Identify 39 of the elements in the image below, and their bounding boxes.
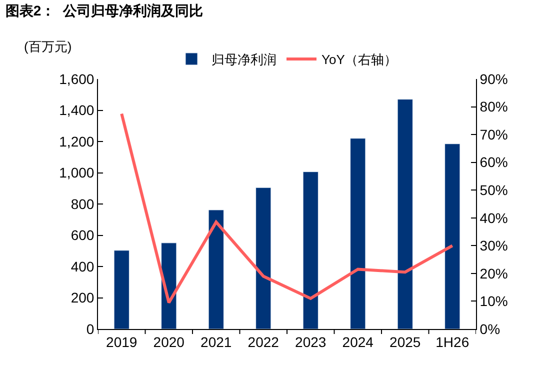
bar	[256, 187, 272, 329]
y-tick-label: 1,200	[59, 133, 94, 150]
y-tick-label: 1,400	[59, 102, 94, 118]
y-tick-label: 400	[70, 258, 94, 274]
y2-tick-label: 0%	[480, 320, 500, 337]
y2-tick-label: 40%	[480, 210, 508, 226]
y-tick-label: 1,600	[59, 70, 94, 87]
x-tick-label: 2022	[248, 334, 280, 350]
x-tick-label: 2019	[106, 334, 138, 350]
y2-tick-label: 60%	[480, 154, 508, 170]
chart-title: 图表2： 公司归母净利润及同比	[5, 2, 203, 19]
bar	[444, 144, 460, 329]
legend-label: YoY（右轴）	[322, 52, 397, 68]
legend-label: 归母净利润	[212, 52, 276, 68]
y2-tick-label: 30%	[480, 238, 508, 254]
x-tick-label: 2023	[295, 334, 326, 350]
y-tick-label: 600	[70, 227, 94, 244]
y-tick-label: 800	[70, 196, 94, 212]
x-tick-label: 2021	[200, 334, 232, 350]
y2-tick-label: 10%	[480, 293, 508, 310]
y-axis-title: (百万元)	[24, 39, 72, 54]
y2-tick-label: 80%	[480, 98, 508, 115]
y-tick-label: 1,000	[59, 164, 94, 181]
x-tick-label: 1H26	[436, 334, 470, 350]
x-tick-label: 2024	[342, 334, 374, 350]
y2-tick-label: 90%	[480, 70, 508, 87]
x-tick-label: 2025	[390, 334, 421, 350]
y2-tick-label: 70%	[480, 126, 508, 142]
y2-tick-label: 20%	[480, 265, 508, 282]
bar	[350, 138, 366, 329]
y-tick-label: 200	[70, 290, 94, 306]
x-tick-label: 2020	[153, 334, 185, 350]
bar	[208, 210, 224, 329]
y2-tick-label: 50%	[480, 182, 508, 198]
bar	[302, 172, 318, 329]
bar	[114, 250, 130, 329]
y-tick-label: 0	[86, 320, 94, 337]
bar	[397, 99, 413, 329]
line-series	[120, 112, 454, 304]
